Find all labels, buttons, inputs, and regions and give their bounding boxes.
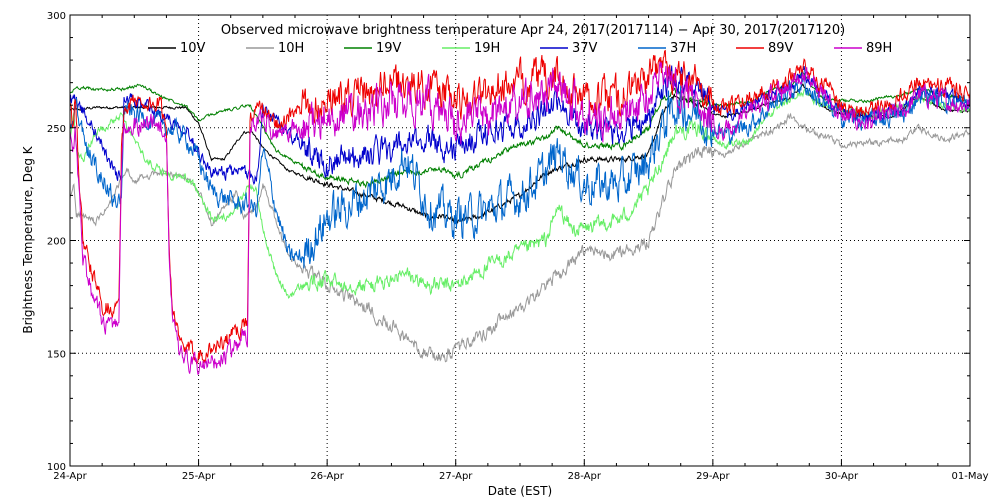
x-tick-label: 27-Apr	[439, 471, 473, 482]
y-tick-label: 200	[47, 237, 66, 248]
y-tick-label: 300	[47, 11, 66, 22]
series-line-19h	[69, 88, 971, 299]
legend-label-89v: 89V	[768, 41, 794, 56]
x-tick-label: 28-Apr	[568, 471, 602, 482]
x-axis-label: Date (EST)	[488, 484, 552, 498]
x-tick-label: 30-Apr	[825, 471, 859, 482]
legend-label-19h: 19H	[474, 41, 500, 56]
y-tick-label: 100	[47, 462, 66, 473]
series-line-19v	[69, 71, 971, 189]
legend-label-19v: 19V	[376, 41, 402, 56]
series-line-37h	[69, 73, 971, 269]
legend-label-37v: 37V	[572, 41, 598, 56]
legend-label-10h: 10H	[278, 41, 304, 56]
series-line-89v	[69, 49, 971, 365]
legend: 10V 10H 19V 19H 37V 37H 89V 89H	[148, 41, 892, 56]
x-tick-label: 25-Apr	[182, 471, 216, 482]
y-tick-label: 150	[47, 349, 66, 360]
legend-label-10v: 10V	[180, 41, 206, 56]
legend-label-37h: 37H	[670, 41, 696, 56]
y-tick-label: 250	[47, 124, 66, 135]
legend-label-89h: 89H	[866, 41, 892, 56]
y-axis-label: Brightness Temperature, Deg K	[21, 145, 35, 333]
chart-title: Observed microwave brightness temperatur…	[221, 23, 845, 38]
axis-ticks: 24-Apr 25-Apr 26-Apr 27-Apr 28-Apr 29-Apr 30-A…	[47, 11, 989, 482]
x-tick-label: 01-May	[951, 471, 988, 482]
data-series	[69, 49, 971, 375]
x-tick-label: 29-Apr	[696, 471, 730, 482]
series-line-89h	[69, 61, 971, 375]
x-tick-label: 26-Apr	[310, 471, 344, 482]
series-line-10h	[69, 112, 971, 363]
x-tick-label: 24-Apr	[53, 471, 87, 482]
